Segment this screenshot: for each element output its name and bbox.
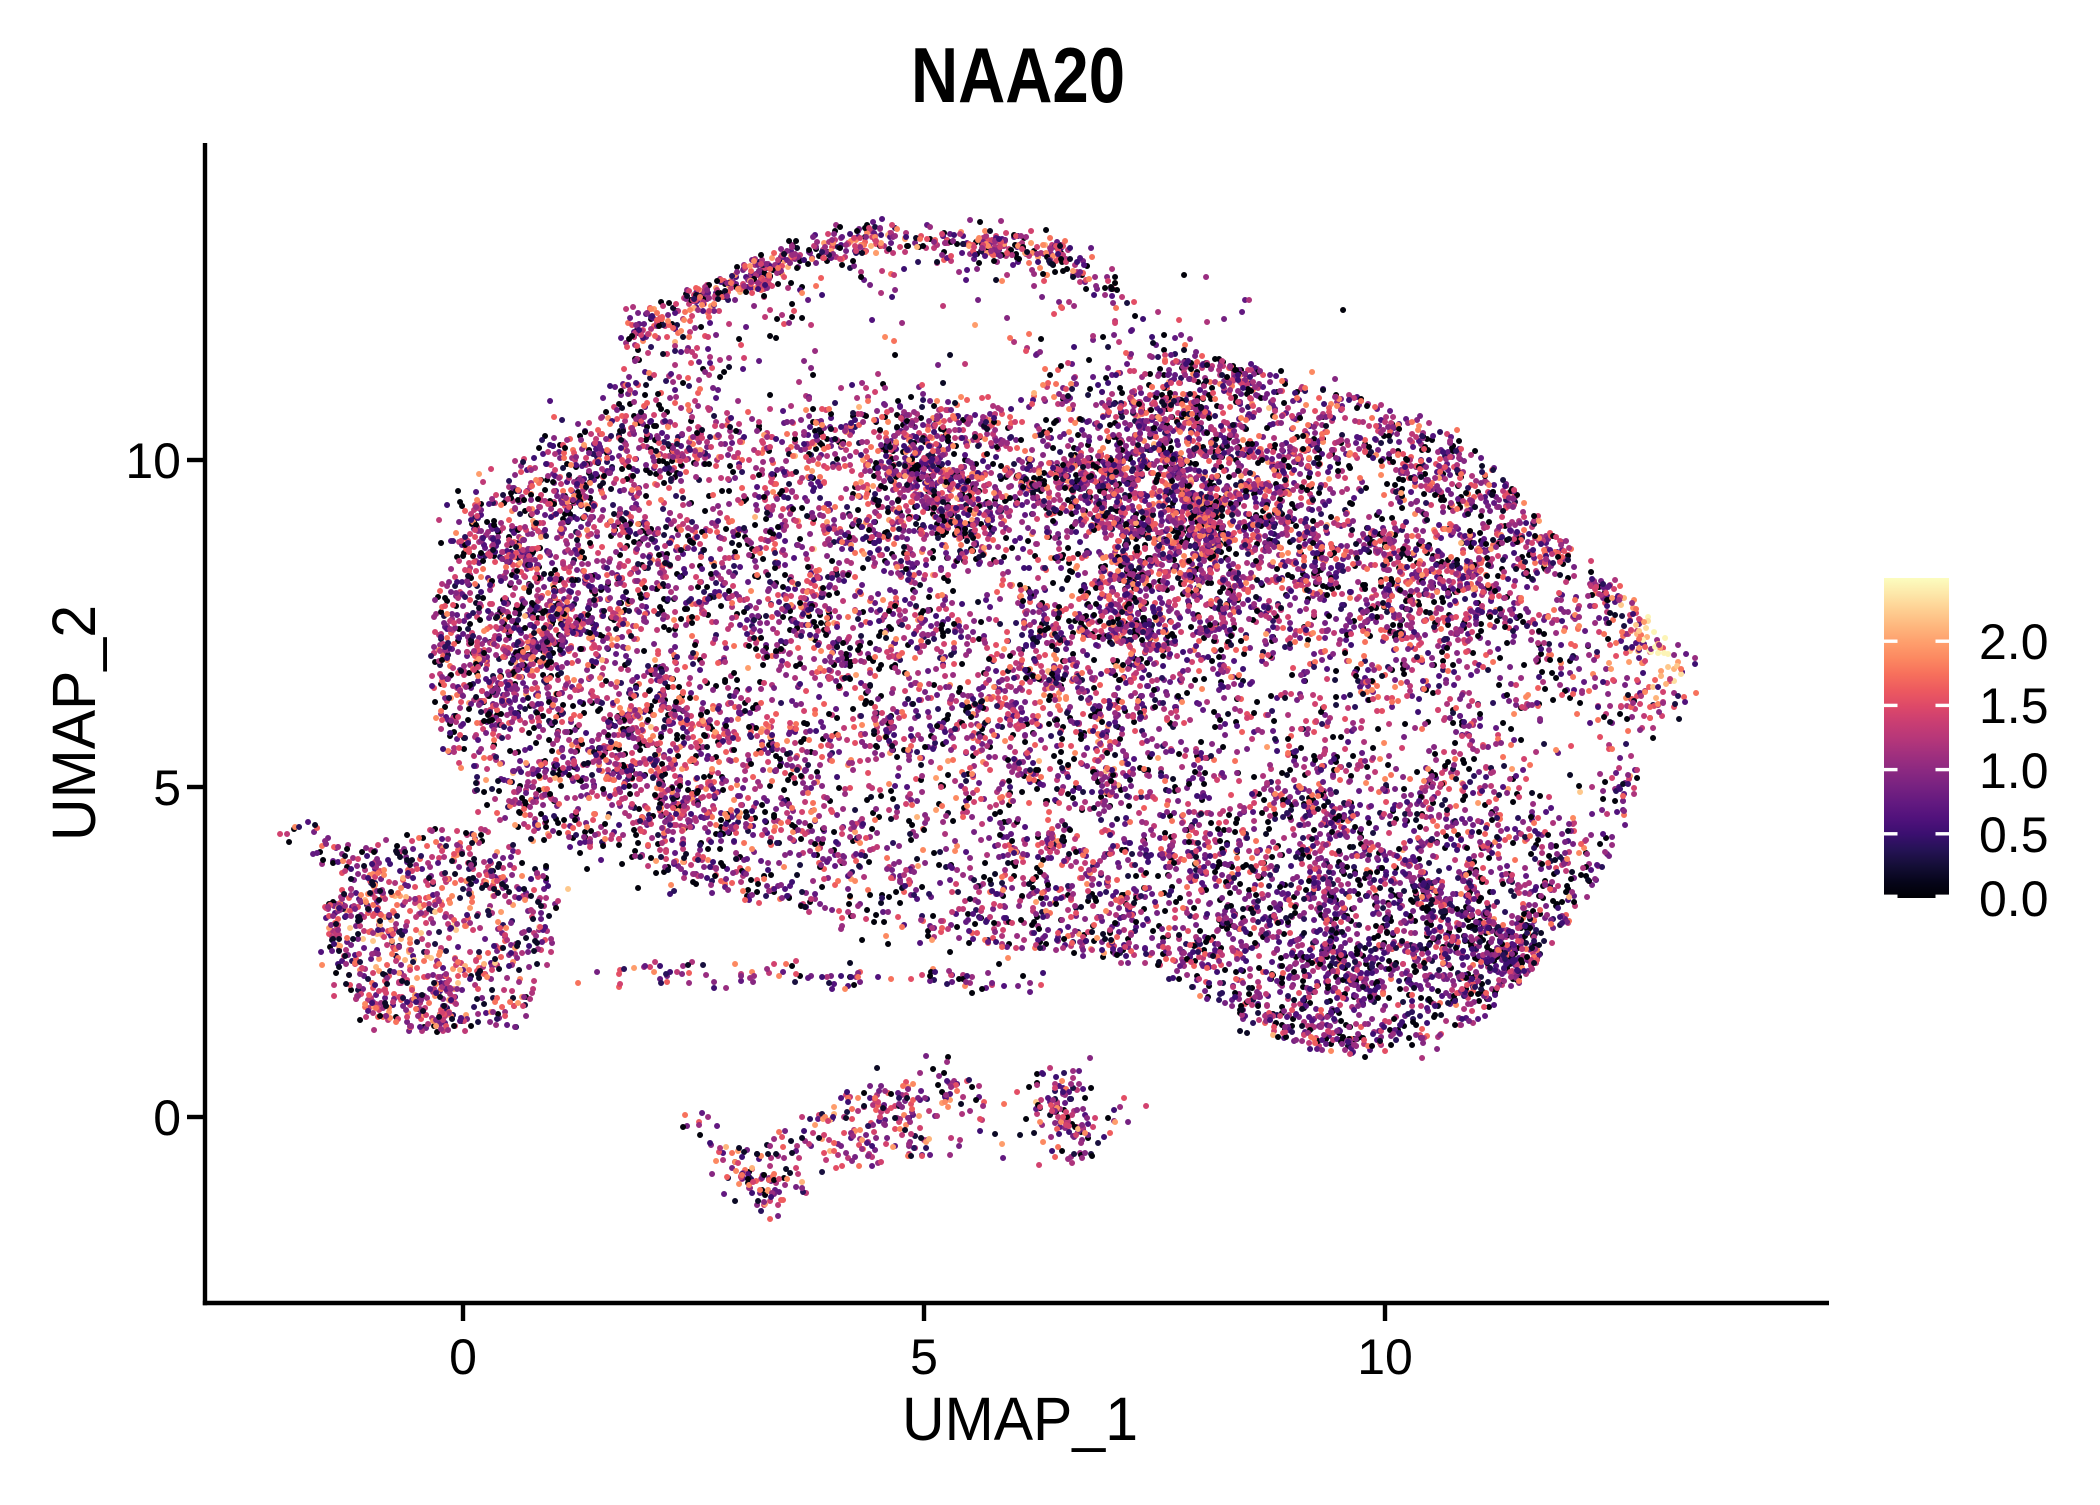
svg-text:5: 5 [153, 760, 181, 816]
svg-text:1.5: 1.5 [1979, 678, 2049, 734]
svg-text:2.0: 2.0 [1979, 614, 2049, 670]
svg-text:UMAP_1: UMAP_1 [902, 1385, 1138, 1453]
svg-text:10: 10 [1357, 1329, 1413, 1385]
svg-text:0.0: 0.0 [1979, 871, 2049, 927]
svg-text:UMAP_2: UMAP_2 [40, 605, 108, 841]
svg-text:1.0: 1.0 [1979, 743, 2049, 799]
svg-text:NAA20: NAA20 [911, 31, 1125, 119]
svg-text:10: 10 [125, 433, 181, 489]
svg-text:0: 0 [449, 1329, 477, 1385]
svg-text:0: 0 [153, 1090, 181, 1146]
svg-text:0.5: 0.5 [1979, 807, 2049, 863]
svg-text:5: 5 [910, 1329, 938, 1385]
